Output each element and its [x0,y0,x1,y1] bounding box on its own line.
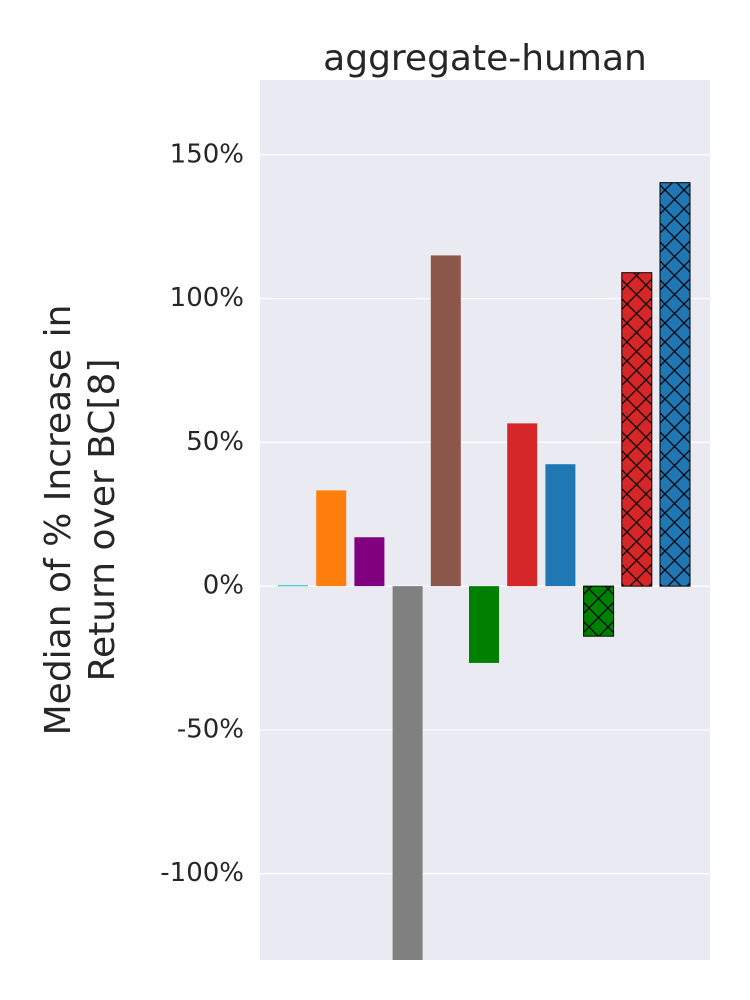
bar [354,537,385,587]
y-tick-label: 0% [203,571,244,601]
y-tick-label: 100% [170,283,244,313]
bar-hatch [621,272,652,587]
y-tick-label: -100% [160,858,244,888]
y-label-line: Return over BC[8] [82,359,123,682]
y-label-line: Median of % Increase in [38,305,79,736]
y-axis-label: Median of % Increase in Return over BC[8… [38,305,123,736]
bar [316,490,347,587]
bar [545,464,576,587]
bars [278,182,691,960]
y-tick-label: 50% [186,427,244,457]
bar [469,586,499,663]
bar [392,586,423,960]
bar-hatch [583,586,614,637]
bar [430,255,461,587]
bar [507,423,538,587]
y-tick-label: 150% [170,139,244,169]
bar [278,585,308,587]
chart-title: aggregate-human [323,38,647,79]
y-tick-label: -50% [177,714,244,744]
bar-hatch [660,182,690,587]
